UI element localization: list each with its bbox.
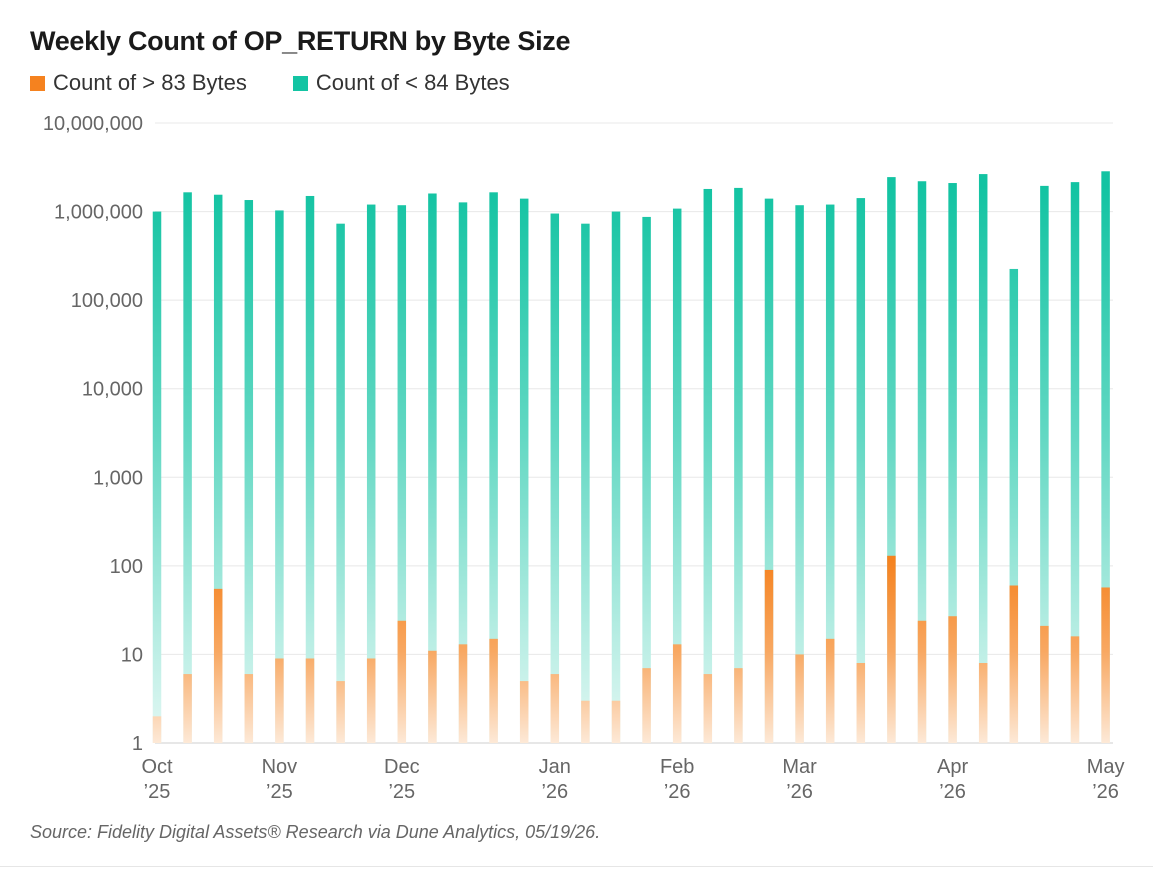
bar-small-bytes (642, 216, 651, 744)
y-tick-label: 100 (110, 556, 143, 578)
legend-label-large: Count of > 83 Bytes (53, 70, 247, 95)
bar-large-bytes (152, 716, 162, 743)
legend-label-small: Count of < 84 Bytes (315, 70, 510, 95)
bar-large-bytes (734, 668, 743, 743)
x-tick-year: ’26 (1092, 781, 1119, 803)
x-tick-month: Apr (937, 756, 968, 778)
bar-small-bytes (825, 204, 835, 743)
x-tick-year: ’26 (786, 781, 813, 803)
x-tick-month: Feb (660, 756, 694, 778)
bar-large-bytes (795, 654, 804, 743)
bar-large-bytes (1101, 587, 1110, 743)
bar-large-bytes (764, 569, 774, 743)
x-tick-month: Jan (539, 756, 571, 778)
bar-small-bytes (275, 210, 284, 743)
bar-large-bytes (978, 663, 988, 743)
bar-large-bytes (336, 681, 345, 743)
bar-large-bytes (489, 638, 498, 743)
bar-small-bytes (703, 188, 713, 744)
bar-small-bytes (1101, 171, 1110, 744)
source-note: Source: Fidelity Digital Assets® Researc… (30, 822, 601, 842)
bar-small-bytes (550, 213, 560, 743)
bar-small-bytes (795, 205, 804, 744)
y-tick-label: 10,000,000 (43, 113, 143, 135)
bar-small-bytes (856, 198, 866, 744)
legend-item-small: Count of < 84 Bytes (292, 70, 510, 96)
bar-chart: 1 10 100 1,000 10,000 100,000 1,000,000 10,000,… (43, 113, 1125, 803)
bar-large-bytes (519, 681, 529, 743)
bar-large-bytes (366, 658, 376, 743)
bar-large-bytes (611, 700, 621, 743)
bar-large-bytes (887, 555, 896, 743)
x-tick-month: May (1087, 756, 1125, 778)
bar-small-bytes (366, 204, 376, 743)
bar-large-bytes (275, 658, 284, 743)
bar-small-bytes (428, 193, 437, 743)
x-tick-year: ’26 (541, 781, 568, 803)
bar-small-bytes (734, 187, 743, 743)
legend-swatch-teal (292, 75, 308, 91)
bar-large-bytes (213, 588, 223, 743)
y-tick-label: 100,000 (71, 290, 143, 312)
bar-small-bytes (489, 192, 498, 743)
bar-large-bytes (917, 620, 927, 743)
y-tick-label: 1,000,000 (54, 202, 143, 224)
bar-large-bytes (825, 638, 835, 743)
bar-small-bytes (581, 223, 590, 743)
bar-small-bytes (948, 183, 957, 744)
bar-large-bytes (550, 674, 560, 743)
x-tick-year: ’25 (144, 781, 171, 803)
x-tick-month: Mar (782, 756, 817, 778)
bar-large-bytes (397, 620, 407, 743)
bar-large-bytes (856, 663, 866, 743)
bar-small-bytes (1070, 182, 1080, 743)
bar-small-bytes (1009, 268, 1019, 743)
x-tick-year: ’26 (664, 781, 691, 803)
y-tick-label: 1 (132, 733, 143, 755)
x-tick-year: ’26 (939, 781, 966, 803)
y-tick-label: 10 (121, 644, 143, 666)
bar-large-bytes (1009, 585, 1019, 743)
x-tick-month: Dec (384, 756, 420, 778)
bar-large-bytes (703, 674, 713, 743)
bar-large-bytes (244, 674, 254, 743)
y-tick-label: 1,000 (93, 467, 143, 489)
bar-small-bytes (183, 192, 192, 743)
x-tick-year: ’25 (266, 781, 293, 803)
bar-small-bytes (1040, 185, 1049, 744)
bar-small-bytes (978, 174, 988, 744)
bar-small-bytes (336, 223, 345, 743)
bar-large-bytes (1040, 625, 1049, 743)
divider (0, 866, 1153, 867)
x-tick-month: Nov (262, 756, 298, 778)
bar-small-bytes (887, 177, 896, 744)
bar-small-bytes (764, 198, 774, 743)
bar-small-bytes (213, 194, 223, 743)
bar-large-bytes (183, 674, 192, 743)
x-tick-month: Oct (141, 756, 173, 778)
bar-large-bytes (672, 644, 682, 743)
chart-title: Weekly Count of OP_RETURN by Byte Size (30, 26, 571, 56)
bar-large-bytes (428, 650, 437, 743)
bar-small-bytes (519, 198, 529, 743)
y-tick-label: 10,000 (82, 379, 143, 401)
bar-large-bytes (948, 616, 957, 743)
bar-small-bytes (152, 211, 162, 744)
bar-small-bytes (397, 205, 407, 744)
bar-small-bytes (244, 200, 254, 743)
bar-large-bytes (581, 700, 590, 743)
bar-large-bytes (305, 658, 315, 743)
bar-small-bytes (917, 181, 927, 744)
legend-swatch-orange (30, 75, 45, 91)
legend-item-large: Count of > 83 Bytes (30, 70, 247, 96)
bar-small-bytes (458, 202, 468, 743)
bar-small-bytes (611, 211, 621, 744)
x-tick-year: ’25 (388, 781, 415, 803)
bar-large-bytes (458, 644, 468, 743)
bar-large-bytes (1070, 636, 1080, 743)
chart-legend: Count of > 83 Bytes Count of < 84 Bytes (30, 70, 510, 96)
bar-small-bytes (672, 208, 682, 744)
bar-small-bytes (305, 195, 315, 743)
bar-large-bytes (642, 668, 651, 743)
